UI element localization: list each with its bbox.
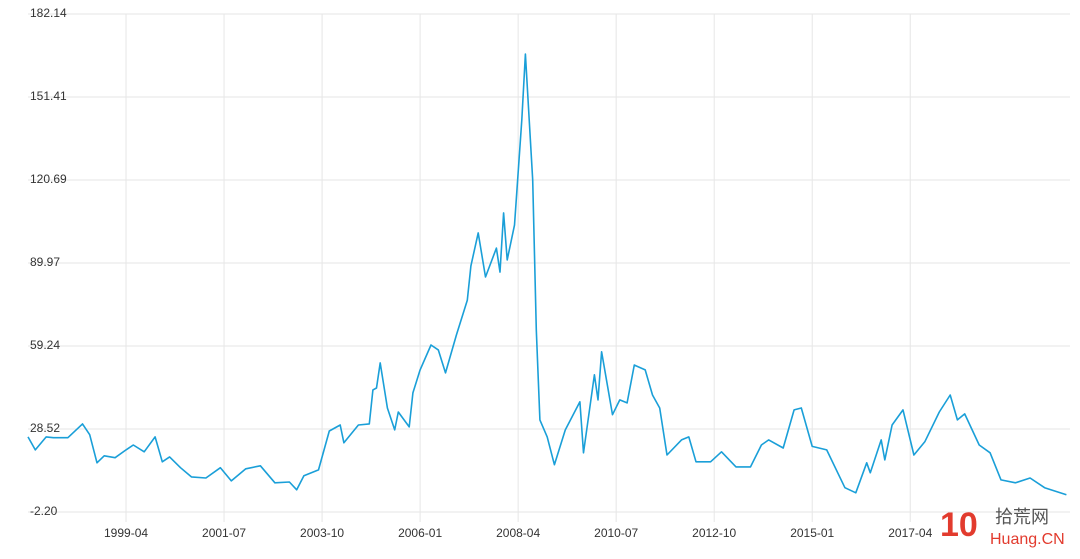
y-tick-label: 120.69 (30, 172, 67, 186)
x-tick-label: 2012-10 (692, 526, 736, 540)
x-tick-label: 1999-04 (104, 526, 148, 540)
watermark-site: Huang.CN (990, 531, 1065, 548)
x-tick-label: 2003-10 (300, 526, 344, 540)
y-tick-label: 182.14 (30, 6, 67, 20)
y-tick-label: -2.20 (30, 504, 58, 518)
watermark-name: 拾荒网 (995, 507, 1049, 527)
watermark-logo: 10 (940, 506, 978, 544)
x-tick-label: 2010-07 (594, 526, 638, 540)
data-line (27, 53, 1067, 496)
x-tick-label: 2006-01 (398, 526, 442, 540)
y-tick-label: 28.52 (30, 421, 60, 435)
y-tick-label: 59.24 (30, 338, 60, 352)
x-tick-label: 2015-01 (790, 526, 834, 540)
y-tick-label: 151.41 (30, 89, 67, 103)
x-tick-label: 2008-04 (496, 526, 540, 540)
x-tick-label: 2001-07 (202, 526, 246, 540)
watermark: 10 拾荒网 Huang.CN (940, 506, 1065, 548)
axes: -2.20 28.52 59.24 89.97 120.69 151.41 182.14 19… (28, 6, 1070, 540)
y-tick-label: 89.97 (30, 255, 60, 269)
x-tick-label: 2017-04 (888, 526, 932, 540)
